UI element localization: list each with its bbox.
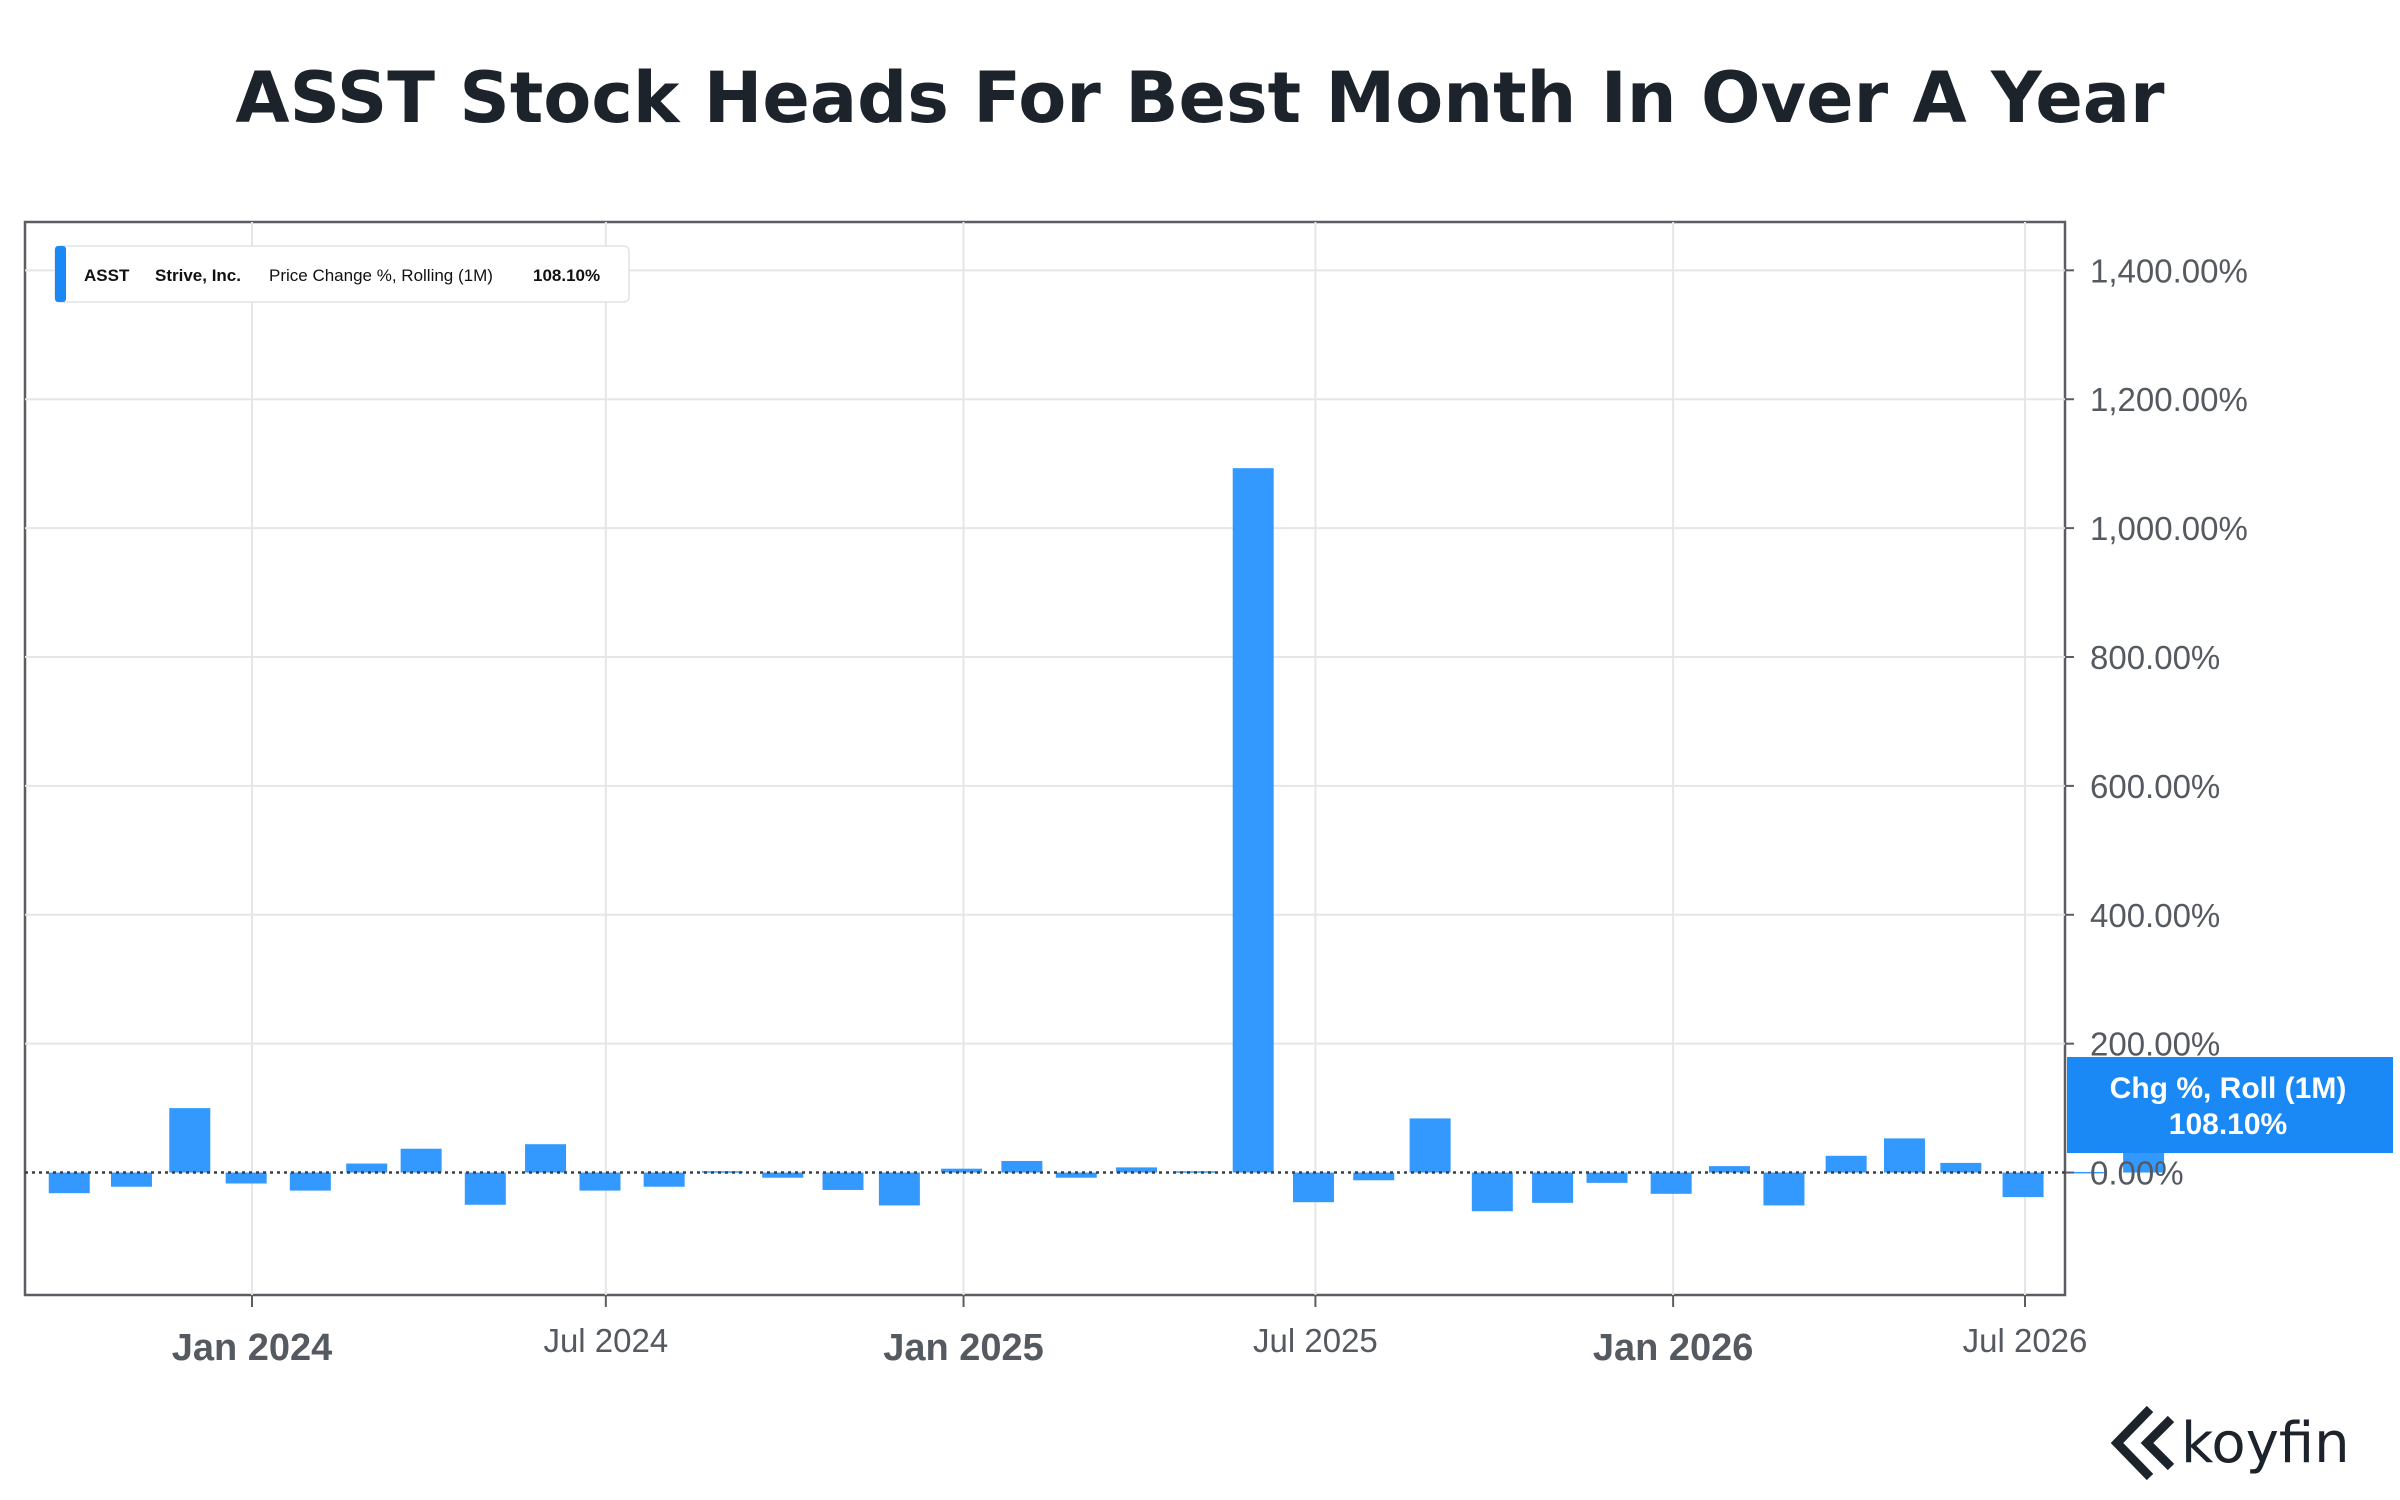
y-tick-label: 1,200.00% [2090,381,2248,418]
y-tick-label: 800.00% [2090,639,2220,676]
bar[interactable] [1825,1155,1867,1173]
x-tick-label: Jul 2024 [543,1322,668,1359]
bar[interactable] [110,1172,152,1187]
plot-area [23,220,2067,1297]
callout-label: Chg %, Roll (1M) [2110,1072,2347,1105]
bar[interactable] [289,1172,331,1191]
koyfin-logo: koyfin [2110,1405,2350,1481]
y-axis: 0.00% 200.00% 400.00% 600.00% 800.00% 1,000.0… [2065,252,2248,1192]
callout-box [2067,1057,2393,1153]
brand-name: koyfin [2181,1411,2350,1476]
koyfin-mark-inner-icon [2140,1415,2175,1471]
callout-value: 108.10% [2169,1108,2287,1141]
y-tick-label: 200.00% [2090,1026,2220,1063]
bar[interactable] [464,1172,506,1205]
legend-value: 108.10% [533,266,600,285]
bar[interactable] [48,1172,90,1194]
bar[interactable] [701,1171,743,1173]
bar[interactable] [822,1172,864,1190]
bar[interactable] [1232,468,1274,1173]
bar[interactable] [346,1163,388,1173]
x-axis: Jan 2024 Jul 2024 Jan 2025 Jul 2025 Jan 2026… [172,1295,2088,1369]
y-tick-label: 1,000.00% [2090,510,2248,547]
x-tick-label: Jul 2025 [1253,1322,1378,1359]
bar[interactable] [1532,1172,1574,1203]
bar[interactable] [1586,1172,1628,1183]
value-callout: Chg %, Roll (1M) 108.10% [2067,1057,2393,1153]
bar[interactable] [225,1172,267,1184]
x-tick-label: Jul 2026 [1963,1322,2088,1359]
bar[interactable] [1763,1172,1805,1206]
bar[interactable] [1353,1172,1395,1181]
bar[interactable] [1409,1118,1451,1173]
legend-company: Strive, Inc. [155,266,241,285]
x-tick-label: Jan 2025 [883,1327,1044,1369]
bar[interactable] [1001,1160,1043,1173]
bar[interactable] [878,1172,920,1206]
bar[interactable] [2002,1172,2044,1198]
y-tick-label: 1,400.00% [2090,252,2248,289]
bar[interactable] [1650,1172,1692,1194]
bar[interactable] [643,1172,685,1187]
legend-ticker: ASST [84,266,130,285]
legend[interactable]: ASST Strive, Inc. Price Change %, Rollin… [54,245,630,303]
bar[interactable] [762,1172,804,1178]
bar[interactable] [579,1172,621,1191]
gridlines [25,222,2065,1295]
bar[interactable] [941,1168,983,1173]
bar[interactable] [1940,1162,1982,1173]
y-tick-label: 0.00% [2090,1155,2184,1192]
bar[interactable] [1055,1172,1097,1178]
koyfin-mark-icon [2110,1405,2154,1481]
bar[interactable] [1709,1166,1750,1173]
bar[interactable] [525,1144,567,1173]
legend-metric: Price Change %, Rolling (1M) [269,266,493,285]
x-tick-label: Jan 2024 [172,1327,333,1369]
bar[interactable] [400,1148,442,1173]
bar[interactable] [169,1108,211,1173]
y-tick-label: 400.00% [2090,897,2220,934]
bar[interactable] [1116,1167,1158,1173]
legend-swatch [55,246,66,302]
bar[interactable] [1292,1172,1334,1203]
x-tick-label: Jan 2026 [1593,1327,1754,1369]
bar[interactable] [2062,1171,2104,1174]
y-tick-label: 600.00% [2090,768,2220,805]
bar[interactable] [1883,1138,1925,1173]
chart-title: ASST Stock Heads For Best Month In Over … [235,57,2165,139]
bar[interactable] [1471,1172,1513,1212]
